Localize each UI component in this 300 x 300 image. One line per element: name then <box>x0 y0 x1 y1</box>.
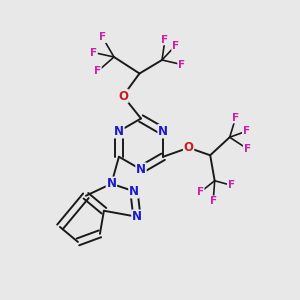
Text: F: F <box>94 66 101 76</box>
Text: N: N <box>114 125 124 138</box>
Text: F: F <box>161 34 169 45</box>
Text: F: F <box>197 187 204 197</box>
Text: N: N <box>132 210 142 223</box>
Text: F: F <box>178 59 185 70</box>
Text: F: F <box>90 47 97 58</box>
Text: F: F <box>228 180 235 190</box>
Text: F: F <box>243 126 250 136</box>
Text: F: F <box>244 144 250 154</box>
Text: N: N <box>136 163 146 176</box>
Text: O: O <box>184 141 194 154</box>
Text: N: N <box>106 177 116 190</box>
Text: F: F <box>210 196 217 206</box>
Text: F: F <box>99 32 106 43</box>
Text: O: O <box>118 89 128 103</box>
Text: F: F <box>172 40 179 51</box>
Text: N: N <box>129 185 139 198</box>
Text: N: N <box>158 125 168 138</box>
Text: F: F <box>232 113 239 123</box>
